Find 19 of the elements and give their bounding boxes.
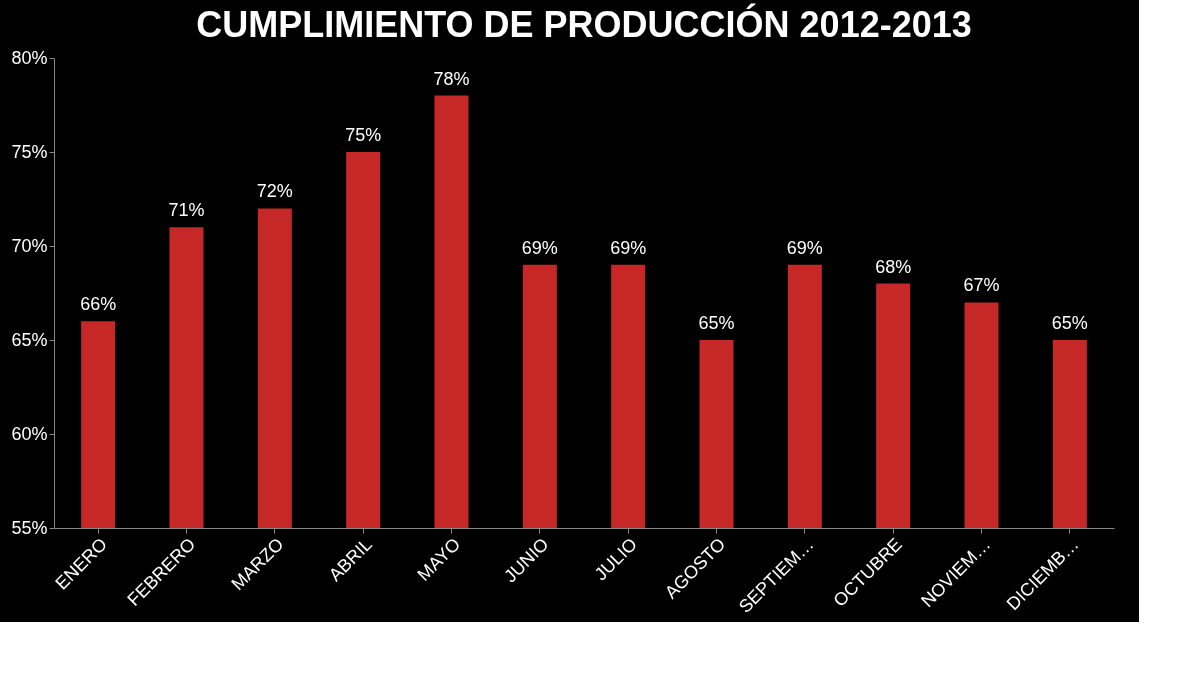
chart-title: CUMPLIMIENTO DE PRODUCCIÓN 2012-2013 — [196, 3, 972, 45]
data-label: 68% — [875, 256, 912, 277]
data-label: 69% — [521, 237, 558, 258]
data-label: 69% — [610, 237, 647, 258]
y-tick-label: 80% — [11, 47, 48, 68]
data-label: 67% — [963, 275, 1000, 296]
y-tick-label: 70% — [11, 235, 48, 256]
y-tick-label: 75% — [11, 141, 48, 162]
y-tick-label: 55% — [11, 517, 48, 538]
data-label: 78% — [433, 68, 470, 89]
data-label: 65% — [1051, 313, 1088, 333]
data-label: 71% — [168, 200, 205, 221]
data-label: 72% — [256, 181, 293, 202]
data-label: 69% — [786, 237, 823, 258]
y-tick-label: 65% — [11, 329, 48, 350]
data-label: 75% — [345, 125, 382, 145]
data-label: 65% — [698, 313, 735, 333]
data-label: 66% — [80, 294, 117, 315]
y-tick-label: 60% — [11, 423, 48, 444]
